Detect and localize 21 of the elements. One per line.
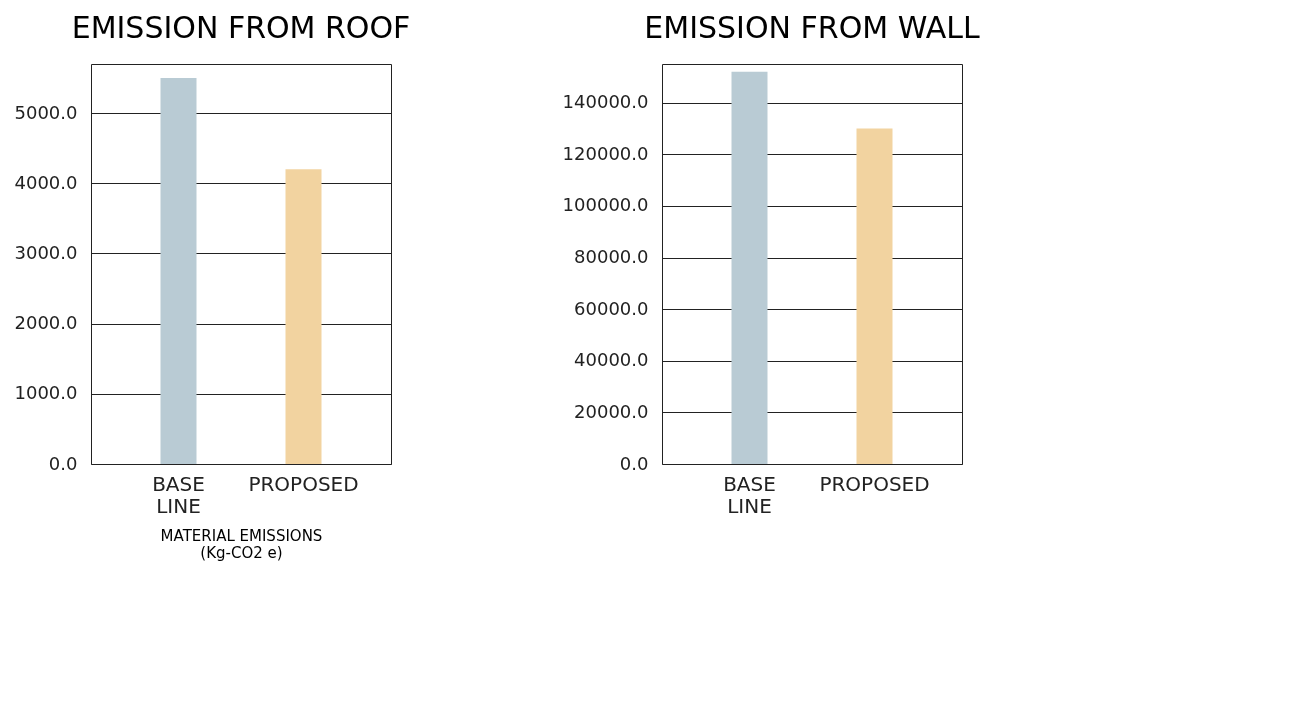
x-tick-label: PROPOSED <box>819 471 930 496</box>
y-tick-label: 0.0 <box>48 452 78 474</box>
x-tick-label: PROPOSED <box>248 471 359 496</box>
y-tick-label: 60000.0 <box>574 297 649 319</box>
x-tick-label: BASE LINE <box>152 471 205 518</box>
chart-title: EMISSION FROM WALL <box>644 10 980 45</box>
x-axis-title: MATERIAL EMISSIONS (Kg-CO2 e) <box>160 526 323 562</box>
y-tick-label: 40000.0 <box>574 349 649 371</box>
y-tick-label: 2000.0 <box>14 312 78 334</box>
y-tick-label: 140000.0 <box>562 91 649 113</box>
x-tick-label: BASE LINE <box>723 471 776 518</box>
y-tick-label: 120000.0 <box>562 142 649 164</box>
y-tick-label: 80000.0 <box>574 246 649 268</box>
y-tick-label: 1000.0 <box>14 382 78 404</box>
y-tick-label: 20000.0 <box>574 400 649 422</box>
y-tick-label: 100000.0 <box>562 194 649 216</box>
y-tick-label: 0.0 <box>619 452 649 474</box>
y-tick-label: 5000.0 <box>14 101 78 123</box>
chart-title: EMISSION FROM ROOF <box>71 10 411 45</box>
y-tick-label: 4000.0 <box>14 171 78 193</box>
y-tick-label: 3000.0 <box>14 241 78 263</box>
